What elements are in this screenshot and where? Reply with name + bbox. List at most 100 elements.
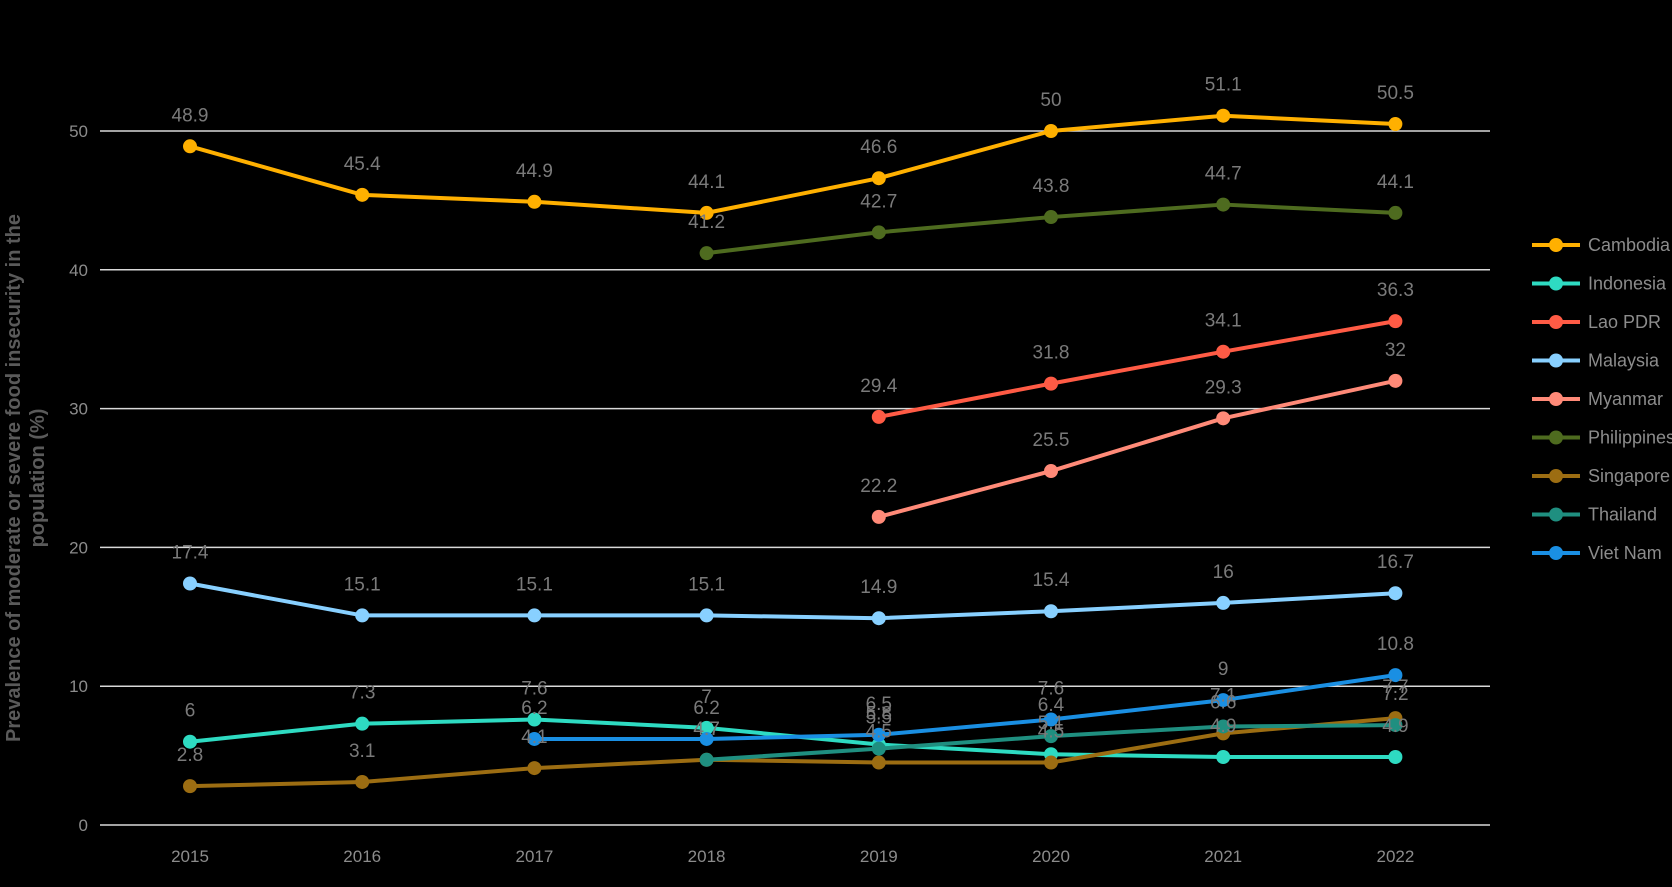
legend-label: Malaysia [1588, 351, 1660, 371]
data-point-singapore-2016 [355, 774, 370, 789]
data-label-lao-pdr-2020: 31.8 [1033, 343, 1070, 364]
data-label-cambodia-2018: 44.1 [688, 172, 725, 193]
legend-swatch-marker [1549, 507, 1563, 522]
x-tick-label-2022: 2022 [1376, 847, 1414, 866]
data-label-thailand-2018: 4.7 [693, 719, 719, 740]
data-point-malaysia-2017 [527, 608, 542, 623]
x-tick-label-2020: 2020 [1032, 847, 1070, 866]
data-point-viet-nam-2018 [699, 731, 714, 746]
data-point-cambodia-2020 [1044, 124, 1058, 138]
legend-item-cambodia: Cambodia [1532, 235, 1671, 255]
y-axis-ticks: 0 10 20 30 40 50 [69, 122, 88, 835]
data-label-malaysia-2017: 15.1 [516, 574, 553, 595]
data-point-philippines-2019 [871, 225, 886, 240]
data-point-indonesia-2015 [183, 734, 197, 749]
legend: Cambodia Indonesia Lao PDR Malaysia Myanmar P… [1532, 235, 1672, 563]
y-axis-title-line: population (%) [27, 409, 49, 548]
data-label-myanmar-2022: 32 [1385, 340, 1406, 361]
data-point-philippines-2020 [1044, 210, 1058, 225]
legend-swatch-marker [1549, 238, 1563, 252]
data-label-indonesia-2017: 7.6 [521, 679, 547, 700]
legend-swatch-marker [1549, 353, 1563, 368]
data-point-myanmar-2021 [1216, 411, 1231, 426]
data-point-philippines-2022 [1388, 205, 1403, 220]
data-point-lao-pdr-2019 [871, 409, 886, 424]
data-label-cambodia-2017: 44.9 [516, 161, 553, 182]
y-tick-label: 30 [69, 400, 88, 419]
data-point-indonesia-2016 [355, 716, 370, 731]
data-point-cambodia-2016 [355, 187, 370, 202]
data-point-singapore-2020 [1044, 755, 1058, 770]
data-point-indonesia-2022 [1388, 749, 1403, 764]
data-point-cambodia-2015 [183, 139, 197, 154]
legend-label: Thailand [1588, 505, 1657, 525]
data-point-cambodia-2022 [1388, 117, 1403, 132]
data-point-lao-pdr-2021 [1216, 344, 1231, 359]
legend-item-indonesia: Indonesia [1532, 274, 1667, 294]
series-line-malaysia [189, 581, 1396, 621]
data-label-singapore-2016: 3.1 [349, 741, 375, 762]
series-viet-nam [527, 668, 1403, 746]
legend-swatch-marker [1549, 546, 1563, 560]
data-label-philippines-2021: 44.7 [1205, 164, 1242, 185]
x-axis-ticks: 2015 2016 2017 2018 2019 2020 2021 2022 [171, 847, 1414, 866]
legend-item-thailand: Thailand [1532, 505, 1657, 525]
data-label-cambodia-2022: 50.5 [1377, 83, 1414, 104]
series-thailand [699, 718, 1403, 767]
data-label-malaysia-2022: 16.7 [1377, 552, 1414, 573]
data-label-malaysia-2018: 15.1 [688, 574, 725, 595]
series-line-cambodia [189, 113, 1396, 215]
data-label-thailand-2020: 6.4 [1038, 695, 1065, 716]
series-cambodia [183, 108, 1403, 220]
legend-item-myanmar: Myanmar [1532, 389, 1663, 409]
data-label-indonesia-2018: 7 [701, 687, 712, 708]
y-tick-label: 20 [69, 538, 88, 557]
data-point-cambodia-2019 [871, 171, 886, 186]
data-point-viet-nam-2019 [871, 727, 886, 742]
x-tick-label-2015: 2015 [171, 847, 209, 866]
legend-label: Cambodia [1588, 235, 1671, 255]
data-label-myanmar-2019: 22.2 [860, 476, 897, 497]
data-labels: 48.9 45.4 44.9 44.1 46.6 50 51.1 50.5 6 7.3 7.6 7 5.… [172, 75, 1414, 766]
legend-item-viet-nam: Viet Nam [1532, 543, 1662, 563]
legend-item-lao-pdr: Lao PDR [1532, 312, 1661, 332]
data-label-singapore-2019: 4.5 [866, 722, 892, 743]
data-point-lao-pdr-2022 [1388, 314, 1403, 329]
legend-label: Viet Nam [1588, 543, 1662, 563]
legend-swatch-marker [1549, 315, 1563, 329]
legend-item-malaysia: Malaysia [1532, 351, 1660, 371]
data-point-singapore-2017 [527, 761, 542, 776]
data-point-viet-nam-2020 [1044, 712, 1058, 727]
data-label-thailand-2019: 5.5 [866, 708, 892, 729]
data-point-malaysia-2019 [871, 611, 886, 626]
data-label-singapore-2022: 7.7 [1382, 677, 1408, 698]
data-point-myanmar-2020 [1044, 464, 1058, 479]
data-label-singapore-2020: 4.5 [1038, 722, 1064, 743]
y-tick-label: 0 [79, 816, 88, 835]
legend-swatch-marker [1549, 469, 1563, 483]
data-label-singapore-2018: 4.7 [693, 719, 719, 740]
data-label-philippines-2022: 44.1 [1377, 172, 1414, 193]
data-label-cambodia-2015: 48.9 [172, 105, 209, 126]
legend-label: Indonesia [1588, 274, 1667, 294]
data-label-singapore-2017: 4.1 [521, 727, 547, 748]
data-point-myanmar-2019 [871, 509, 886, 524]
series-malaysia [183, 576, 1403, 626]
data-label-indonesia-2016: 7.3 [349, 683, 375, 704]
data-label-singapore-2015: 2.8 [177, 745, 203, 766]
y-axis-title: Prevalence of moderate or severe food in… [3, 214, 49, 742]
legend-label: Lao PDR [1588, 312, 1661, 332]
data-point-thailand-2019 [871, 741, 886, 756]
x-tick-label-2017: 2017 [515, 847, 553, 866]
data-label-indonesia-2020: 5.1 [1038, 713, 1064, 734]
data-label-myanmar-2020: 25.5 [1033, 430, 1070, 451]
legend-item-singapore: Singapore [1532, 466, 1670, 486]
data-label-philippines-2018: 41.2 [688, 212, 725, 233]
x-tick-label-2019: 2019 [860, 847, 898, 866]
legend-label: Singapore [1588, 466, 1670, 486]
data-point-thailand-2021 [1216, 719, 1231, 734]
legend-label: Myanmar [1588, 389, 1663, 409]
data-point-malaysia-2015 [183, 576, 197, 591]
data-label-malaysia-2019: 14.9 [860, 577, 897, 598]
data-label-myanmar-2021: 29.3 [1205, 377, 1242, 398]
